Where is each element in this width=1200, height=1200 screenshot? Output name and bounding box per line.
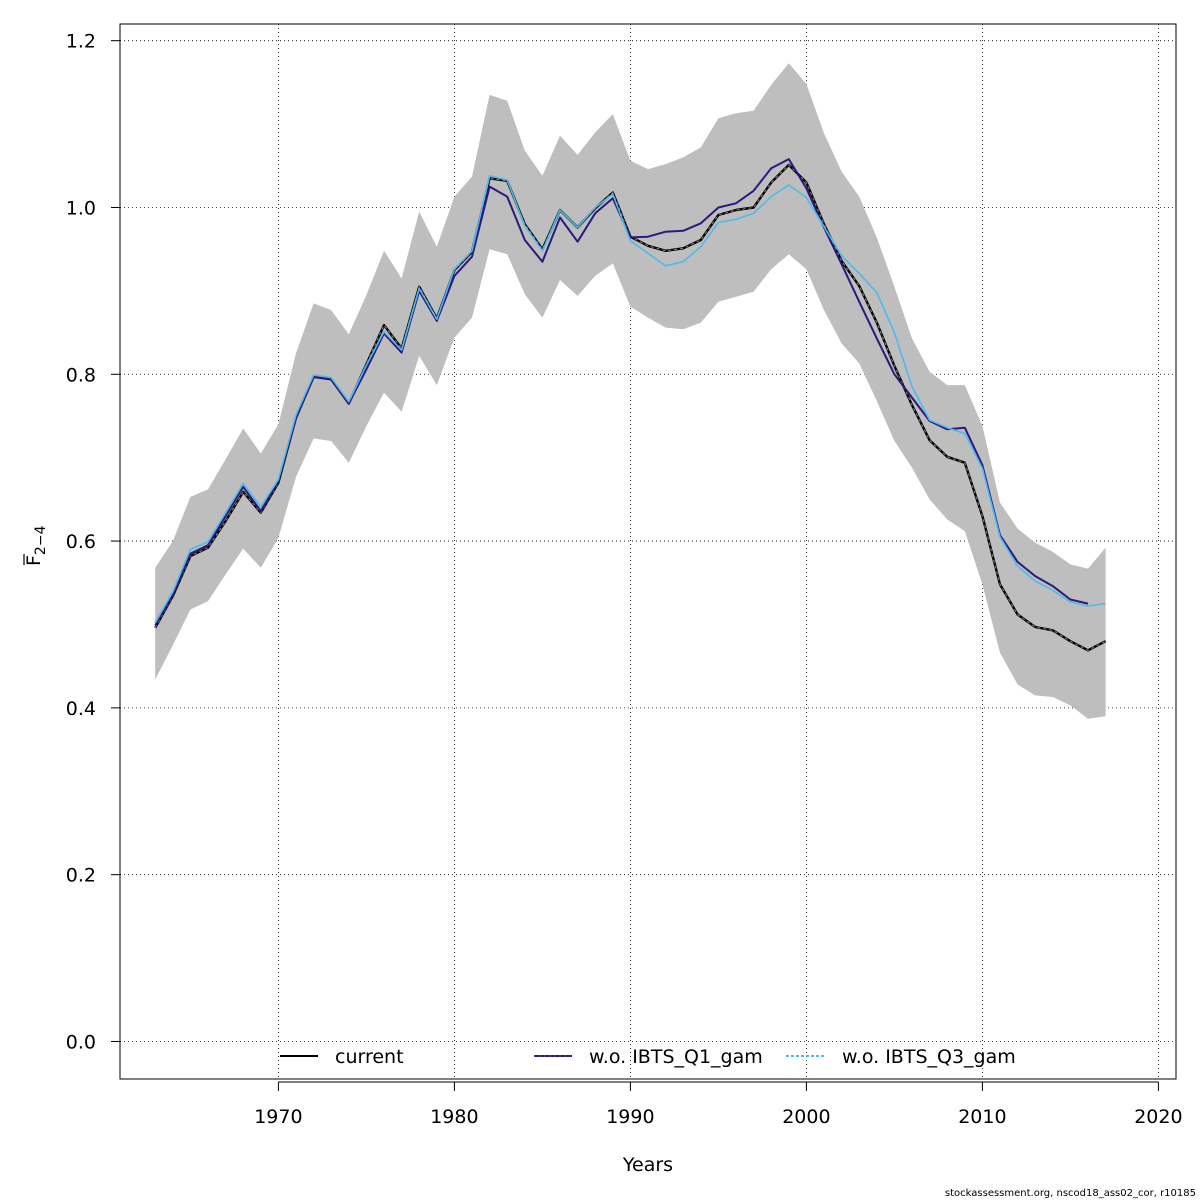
legend: current w.o. IBTS_Q1_gam w.o. IBTS_Q3_gam (280, 1046, 1016, 1068)
x-tick-label: 2010 (958, 1106, 1006, 1128)
x-axis-title: Years (622, 1154, 673, 1176)
confidence-band (155, 63, 1106, 719)
y-axis-title: F2−4 (23, 525, 49, 566)
y-axis-title-main: F (23, 555, 45, 566)
legend-label: current (335, 1046, 404, 1068)
legend-item-w-o-ibts-q1-gam: w.o. IBTS_Q1_gam (534, 1046, 763, 1068)
x-tick-label: 2020 (1134, 1106, 1182, 1128)
y-tick-label: 0.2 (66, 865, 96, 887)
y-tick-label: 0.0 (66, 1031, 96, 1053)
y-tick-label: 0.4 (66, 698, 96, 720)
series-layer (154, 158, 1107, 652)
x-tick-label: 1970 (254, 1106, 302, 1128)
legend-label: w.o. IBTS_Q1_gam (589, 1046, 763, 1068)
svg-text:F2−4: F2−4 (23, 525, 49, 566)
y-tick-label: 1.2 (66, 31, 96, 53)
x-tick-label: 2000 (782, 1106, 830, 1128)
legend-item-w-o-ibts-q3-gam: w.o. IBTS_Q3_gam (786, 1046, 1016, 1068)
x-tick-label: 1990 (606, 1106, 654, 1128)
legend-item-current: current (280, 1046, 404, 1068)
y-tick-label: 0.8 (66, 364, 96, 386)
x-axis: 1970 1980 1990 2000 2010 2020 (254, 1081, 1183, 1128)
y-tick-label: 1.0 (66, 197, 96, 219)
y-tick-label: 0.6 (66, 531, 96, 553)
confidence-band-layer (155, 63, 1106, 719)
legend-label: w.o. IBTS_Q3_gam (842, 1046, 1016, 1068)
y-axis: 0.0 0.2 0.4 0.6 0.8 1.0 1.2 (66, 31, 121, 1053)
credit-text: stockassessment.org, nscod18_ass02_cor, … (945, 1188, 1196, 1199)
x-tick-label: 1980 (430, 1106, 478, 1128)
series-line-w-o-ibts-q3-gam (154, 175, 1106, 624)
y-axis-title-subscript: 2−4 (33, 525, 49, 555)
